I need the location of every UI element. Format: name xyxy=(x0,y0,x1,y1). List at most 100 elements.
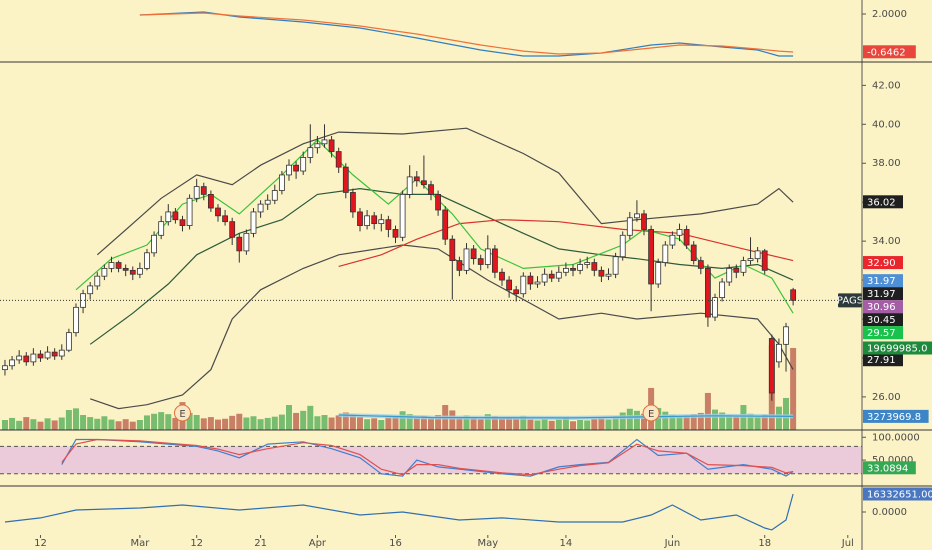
volume-bar xyxy=(335,415,342,430)
candle-body xyxy=(2,365,8,371)
value-tag: 36.02 xyxy=(867,197,896,208)
candle-body xyxy=(591,262,598,271)
candle-body xyxy=(712,297,718,318)
candle-body xyxy=(527,275,534,285)
volume-bar xyxy=(513,418,520,430)
candle-body xyxy=(186,197,193,226)
candle-body xyxy=(492,248,498,273)
candle-body xyxy=(51,351,58,357)
candle-body xyxy=(477,258,484,265)
y-tick-label: 100.0000 xyxy=(872,432,920,443)
candle-body xyxy=(768,338,775,394)
y-tick-label: 26.00 xyxy=(872,392,901,403)
volume-bar xyxy=(499,417,506,430)
volume-bar xyxy=(243,417,250,430)
candle-body xyxy=(428,184,434,195)
y-tick-label: 38.00 xyxy=(872,158,901,169)
volume-bar xyxy=(470,418,477,430)
volume-bar xyxy=(484,414,491,430)
volume-bar xyxy=(58,417,65,430)
volume-bar xyxy=(51,420,58,430)
candle-body xyxy=(420,180,427,186)
volume-bar xyxy=(371,418,378,430)
candle-body xyxy=(307,147,314,158)
candle-body xyxy=(463,248,470,271)
value-tag: 31.97 xyxy=(867,289,896,300)
candle-body xyxy=(641,213,647,230)
volume-bar xyxy=(364,419,371,430)
candle-body xyxy=(648,229,655,285)
indicator-line xyxy=(139,12,794,55)
y-tick-label: 0.0000 xyxy=(872,507,907,518)
volume-bar xyxy=(612,416,619,430)
volume-bar xyxy=(151,413,158,430)
candle-body xyxy=(705,267,711,318)
candle-body xyxy=(207,194,214,209)
candle-body xyxy=(101,267,108,277)
volume-bar xyxy=(30,419,37,430)
volume-bar xyxy=(413,417,420,430)
x-tick-label: 18 xyxy=(758,538,771,549)
candle-body xyxy=(484,248,491,265)
candle-body xyxy=(449,238,456,262)
main-layer: 2.000026.0028.0030.0032.0034.0036.0038.0… xyxy=(0,9,920,549)
candle-body xyxy=(229,221,236,238)
volume-bar xyxy=(293,412,300,430)
volume-bar xyxy=(690,414,697,430)
candle-body xyxy=(413,176,420,182)
volume-bar xyxy=(577,420,584,430)
value-tag-bg xyxy=(863,195,903,209)
candle-body xyxy=(278,174,285,191)
value-tag-bg xyxy=(863,274,903,288)
candle-body xyxy=(506,279,513,291)
volume-bar xyxy=(633,410,640,430)
candle-body xyxy=(357,211,363,226)
volume-bar xyxy=(783,397,790,430)
candle-body xyxy=(726,267,733,283)
candle-body xyxy=(335,151,342,168)
candle-body xyxy=(669,234,676,246)
candle-body xyxy=(733,267,740,273)
value-tag-bg xyxy=(863,300,903,314)
volume-bar xyxy=(456,416,463,430)
volume-bar xyxy=(676,416,683,430)
candle-body xyxy=(605,273,612,277)
volume-bar xyxy=(605,419,612,430)
y-tick-label: 40.00 xyxy=(872,119,901,130)
candle-body xyxy=(122,267,129,271)
volume-bar xyxy=(733,416,740,430)
volume-bar xyxy=(555,419,562,430)
candle-body xyxy=(200,186,207,195)
candle-body xyxy=(314,143,321,149)
candle-body xyxy=(435,194,442,211)
candle-body xyxy=(790,289,797,301)
volume-bar xyxy=(186,412,193,430)
candle-body xyxy=(129,269,136,275)
candle-body xyxy=(136,267,143,275)
candle-body xyxy=(399,194,406,238)
candle-body xyxy=(634,213,640,219)
candle-body xyxy=(264,199,271,205)
volume-bar xyxy=(775,406,782,430)
value-tag-bg xyxy=(863,341,932,355)
volume-bar xyxy=(236,413,243,430)
candle-body xyxy=(286,164,292,176)
candle-body xyxy=(342,166,349,193)
volume-bar xyxy=(214,419,221,430)
candle-body xyxy=(520,275,527,295)
y-tick-label: 50.0000 xyxy=(872,455,913,466)
volume-bar xyxy=(747,413,754,430)
volume-bar xyxy=(697,412,704,430)
candle-body xyxy=(442,209,449,240)
candle-body xyxy=(676,229,683,236)
value-tag: 33.0894 xyxy=(867,463,908,474)
value-tag: 30.96 xyxy=(867,302,896,313)
candle-body xyxy=(499,271,505,281)
candle-body xyxy=(243,232,250,252)
candle-body xyxy=(257,203,264,213)
volume-bar xyxy=(285,405,292,430)
value-tag: 19699985.0 xyxy=(867,343,927,354)
candle-body xyxy=(108,262,115,269)
indicator-line xyxy=(139,11,794,57)
volume-bar xyxy=(222,418,229,430)
